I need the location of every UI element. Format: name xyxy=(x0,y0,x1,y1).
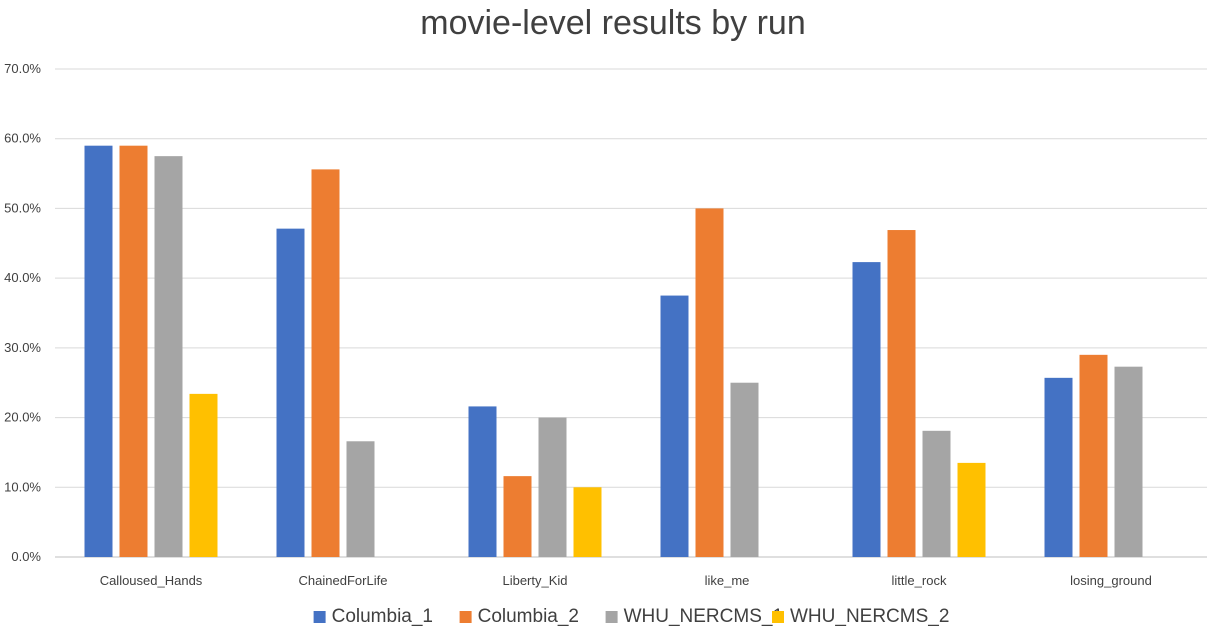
bar-columbia-1-calloused-hands xyxy=(84,145,113,557)
legend-label: WHU_NERCMS_1 xyxy=(624,606,783,627)
y-axis-ticks: 0.0% 10.0% 20.0% 30.0% 40.0% 50.0% 60.0% 70.0% xyxy=(4,61,41,564)
bar-columbia-2-losing-ground xyxy=(1079,354,1108,557)
bar-whu-nercms-1-little-rock xyxy=(922,430,951,557)
bar-columbia-2-like-me xyxy=(695,208,724,557)
bar-columbia-1-chainedforlife xyxy=(276,228,305,557)
bar-columbia-1-losing-ground xyxy=(1044,377,1073,557)
legend-swatch xyxy=(605,611,618,623)
x-category-label: losing_ground xyxy=(1070,573,1152,588)
bar-whu-nercms-1-liberty-kid xyxy=(538,417,567,557)
bar-columbia-2-little-rock xyxy=(887,230,916,558)
chart-title: movie-level results by run xyxy=(420,4,805,42)
bar-columbia-2-liberty-kid xyxy=(503,476,532,557)
y-tick-label: 60.0% xyxy=(4,131,41,146)
legend: Columbia_1 Columbia_2 WHU_NERCMS_1 WHU_NERC… xyxy=(313,606,949,627)
y-tick-label: 40.0% xyxy=(4,270,41,285)
y-tick-label: 10.0% xyxy=(4,479,41,494)
bar-whu-nercms-1-like-me xyxy=(730,382,759,557)
gridlines xyxy=(55,68,1207,558)
legend-label: WHU_NERCMS_2 xyxy=(790,606,949,627)
y-tick-label: 30.0% xyxy=(4,340,41,355)
bar-columbia-2-chainedforlife xyxy=(311,169,340,558)
bar-whu-nercms-2-little-rock xyxy=(957,462,986,557)
bar-whu-nercms-1-losing-ground xyxy=(1114,366,1143,557)
bar-columbia-2-calloused-hands xyxy=(119,145,148,557)
x-category-label: little_rock xyxy=(892,573,947,588)
legend-label: Columbia_1 xyxy=(332,606,433,627)
x-category-label: ChainedForLife xyxy=(299,573,388,588)
y-tick-label: 50.0% xyxy=(4,200,41,215)
bar-whu-nercms-2-liberty-kid xyxy=(573,487,602,557)
legend-swatch xyxy=(772,611,784,623)
legend-swatch xyxy=(313,611,326,623)
bar-columbia-1-like-me xyxy=(660,295,689,557)
legend-swatch xyxy=(459,611,472,623)
bar-whu-nercms-2-calloused-hands xyxy=(189,393,218,557)
bar-columbia-1-liberty-kid xyxy=(468,406,497,557)
x-category-label: Liberty_Kid xyxy=(502,573,567,588)
bar-columbia-1-little-rock xyxy=(852,262,881,557)
y-tick-label: 20.0% xyxy=(4,410,41,425)
x-category-label: like_me xyxy=(705,573,750,588)
legend-label: Columbia_2 xyxy=(478,606,579,627)
x-axis-categories: Calloused_Hands ChainedForLife Liberty_Kid… xyxy=(100,573,1152,588)
bars xyxy=(84,145,1143,558)
y-tick-label: 70.0% xyxy=(4,61,41,76)
x-category-label: Calloused_Hands xyxy=(100,573,203,588)
y-tick-label: 0.0% xyxy=(11,549,41,564)
bar-whu-nercms-1-calloused-hands xyxy=(154,156,183,557)
bar-whu-nercms-1-chainedforlife xyxy=(346,441,375,557)
